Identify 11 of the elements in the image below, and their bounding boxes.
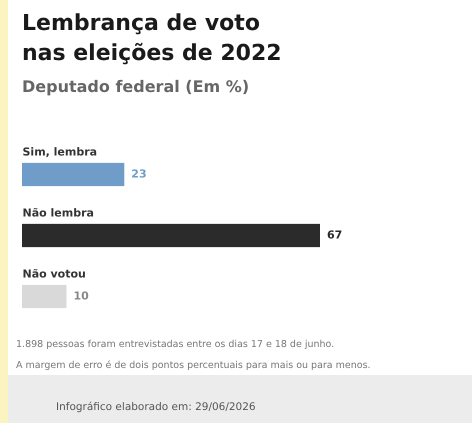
chart-title: Lembrança de voto nas eleições de 2022 xyxy=(22,11,282,66)
text: Infográfico elaborado em: 29/06/2026 xyxy=(56,401,257,413)
y-tick-label: Sim, lembra xyxy=(22,146,98,158)
y-tick-label: Não votou xyxy=(22,268,86,280)
chart-subtitle: Deputado federal (Em %) xyxy=(22,77,250,96)
y-tick-label: Não lembra xyxy=(22,206,94,220)
text: A margem de erro é de dois pontos percentuais para mais ou para menos. xyxy=(16,359,371,373)
data-label: 23 xyxy=(131,168,147,180)
text: 1.898 pessoas foram entrevistadas entre os dias 17 e 18 de junho. xyxy=(16,338,336,352)
data-label: 67 xyxy=(327,228,342,242)
data-label: 10 xyxy=(73,290,90,302)
